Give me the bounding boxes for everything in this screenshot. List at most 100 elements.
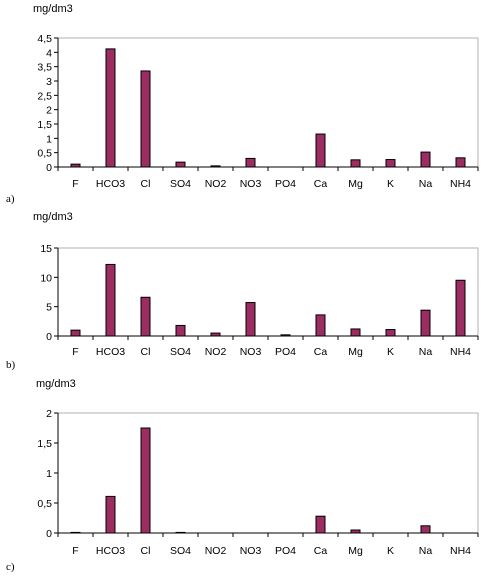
y-tick-label: 0,5 xyxy=(37,148,52,160)
chart-panel-b: mg/dm3 0 5 10 15 F HCO3 Cl SO4 NO2 NO3 PO4 Ca Mg K Na N… xyxy=(0,210,492,375)
y-axis-unit-c: mg/dm3 xyxy=(36,378,76,390)
bar-no3 xyxy=(245,157,256,168)
x-tick-label: NO3 xyxy=(240,346,262,358)
bar-k xyxy=(385,329,396,337)
y-tick-label: 3 xyxy=(46,76,52,88)
bar-mg xyxy=(350,328,361,337)
y-axis-unit-a: mg/dm3 xyxy=(33,3,73,15)
x-tick-label: Na xyxy=(419,178,433,190)
x-tick-label: NH4 xyxy=(450,178,471,190)
bar-hco3 xyxy=(105,263,116,337)
y-tick-label: 1,5 xyxy=(37,438,52,450)
x-tick-label: K xyxy=(387,545,394,557)
bar-chart-a: 0 0,5 1 1,5 2 2,5 3 3,5 4 4,5 F HCO3 Cl SO4 NO2 NO3 PO4 C… xyxy=(37,33,479,190)
y-tick-label: 15 xyxy=(40,243,52,255)
bar-k xyxy=(385,159,396,168)
bar-cl xyxy=(140,70,151,168)
y-tick-label: 4 xyxy=(46,47,52,59)
bar-f xyxy=(70,329,81,337)
bar-no2 xyxy=(210,332,221,337)
x-tick-label: SO4 xyxy=(170,178,191,190)
x-tick-label: NO3 xyxy=(240,545,262,557)
x-tick-label: SO4 xyxy=(170,346,191,358)
x-tick-label: F xyxy=(72,178,78,190)
x-tick-label: SO4 xyxy=(170,545,191,557)
bar-nh4 xyxy=(455,279,466,337)
plot-area xyxy=(57,37,479,168)
chart-panel-a: mg/dm3 0 0,5 1 1,5 2 2,5 3 3,5 4 4,5 F HCO3 Cl SO4 NO2… xyxy=(0,0,492,210)
bar-po4 xyxy=(280,334,291,337)
x-tick-label: Mg xyxy=(348,545,363,557)
plot-area xyxy=(57,247,479,337)
y-tick-label: 0 xyxy=(46,528,52,540)
bar-chart-c: 0 0,5 1 1,5 2 F HCO3 Cl SO4 NO2 NO3 PO4 Ca Mg K Na NH4 xyxy=(37,408,479,557)
bar-ca xyxy=(315,515,326,534)
x-tick-label: NH4 xyxy=(450,346,471,358)
bar-nh4 xyxy=(455,157,466,168)
x-tick-label: K xyxy=(387,178,394,190)
bar-no3 xyxy=(245,302,256,337)
bar-hco3 xyxy=(105,48,116,168)
bar-hco3 xyxy=(105,495,116,534)
y-tick-label: 5 xyxy=(46,302,52,314)
x-tick-label: Ca xyxy=(314,346,328,358)
x-tick-label: F xyxy=(72,346,78,358)
x-tick-label: F xyxy=(72,545,78,557)
y-axis-unit-b: mg/dm3 xyxy=(33,211,73,223)
bar-no2 xyxy=(210,165,221,168)
x-tick-label: Ca xyxy=(314,178,328,190)
bar-ca xyxy=(315,133,326,168)
bar-mg xyxy=(350,159,361,168)
bar-na xyxy=(420,525,431,534)
y-tick-label: 4,5 xyxy=(37,33,52,45)
y-tick-label: 1,5 xyxy=(37,119,52,131)
y-tick-label: 0 xyxy=(46,331,52,343)
bar-na xyxy=(420,151,431,168)
bar-so4 xyxy=(175,161,186,168)
bar-mg xyxy=(350,529,361,534)
x-tick-label: NH4 xyxy=(450,545,471,557)
bar-ca xyxy=(315,314,326,337)
x-tick-label: Cl xyxy=(141,178,151,190)
bar-f xyxy=(70,531,81,534)
panel-label-b: b) xyxy=(6,359,16,371)
y-tick-label: 3,5 xyxy=(37,62,52,74)
x-tick-label: Mg xyxy=(348,346,363,358)
x-tick-label: Ca xyxy=(314,545,328,557)
x-tick-label: Na xyxy=(419,545,433,557)
y-tick-label: 1 xyxy=(46,133,52,145)
y-tick-label: 0 xyxy=(46,162,52,174)
x-tick-label: PO4 xyxy=(275,545,296,557)
y-tick-label: 10 xyxy=(40,272,52,284)
bar-cl xyxy=(140,427,151,534)
bar-f xyxy=(70,163,81,168)
x-tick-label: PO4 xyxy=(275,178,296,190)
panel-label-a: a) xyxy=(6,193,15,205)
bar-na xyxy=(420,309,431,337)
x-tick-label: PO4 xyxy=(275,346,296,358)
bar-cl xyxy=(140,296,151,337)
y-tick-label: 0,5 xyxy=(37,498,52,510)
bar-so4 xyxy=(175,324,186,337)
x-tick-label: Na xyxy=(419,346,433,358)
x-tick-label: NO3 xyxy=(240,178,262,190)
x-tick-label: NO2 xyxy=(205,178,227,190)
x-tick-label: Cl xyxy=(141,346,151,358)
y-tick-label: 2,5 xyxy=(37,90,52,102)
y-tick-label: 1 xyxy=(46,468,52,480)
x-tick-label: Mg xyxy=(348,178,363,190)
bar-so4 xyxy=(175,531,186,534)
x-tick-label: NO2 xyxy=(205,545,227,557)
x-tick-label: HCO3 xyxy=(96,178,125,190)
x-tick-label: HCO3 xyxy=(96,545,125,557)
x-tick-label: HCO3 xyxy=(96,346,125,358)
chart-panel-c: mg/dm3 0 0,5 1 1,5 2 F HCO3 Cl SO4 NO2 NO3 PO4 Ca Mg K… xyxy=(0,375,492,576)
plot-area xyxy=(57,412,479,534)
panel-label-c: c) xyxy=(6,561,15,573)
x-tick-label: K xyxy=(387,346,394,358)
bar-chart-b: 0 5 10 15 F HCO3 Cl SO4 NO2 NO3 PO4 Ca Mg K Na NH4 xyxy=(40,243,479,358)
y-tick-label: 2 xyxy=(46,408,52,420)
x-tick-label: Cl xyxy=(141,545,151,557)
y-tick-label: 2 xyxy=(46,105,52,117)
x-tick-label: NO2 xyxy=(205,346,227,358)
